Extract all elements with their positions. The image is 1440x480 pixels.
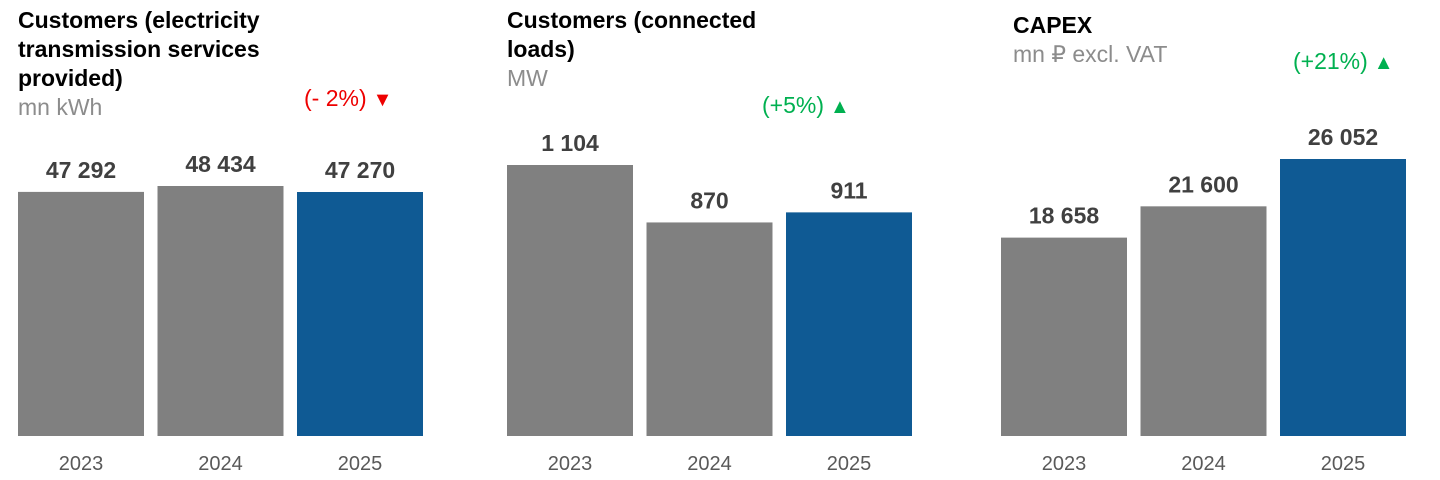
bar-2023 <box>507 165 633 436</box>
change-text: (- 2%) <box>304 85 367 111</box>
change-indicator: (+21%) ▲ <box>1293 47 1394 77</box>
bar-2024 <box>1140 206 1267 436</box>
chart-panel-capex: CAPEX mn ₽ excl. VAT (+21%) ▲ 18 658 2023 2… <box>1001 0 1411 480</box>
x-tick-label: 2023 <box>548 453 593 475</box>
change-indicator: (- 2%) ▼ <box>304 84 392 114</box>
data-label: 911 <box>830 177 867 203</box>
bar-plot: 47 292 2023 48 434 2024 47 270 2025 <box>18 151 423 475</box>
change-indicator: (+5%) ▲ <box>762 91 850 121</box>
bar-2024 <box>157 186 284 436</box>
bar-2025 <box>1280 159 1406 436</box>
bar-2024 <box>646 222 773 436</box>
data-label: 47 292 <box>46 157 116 183</box>
bar-2025 <box>786 212 912 436</box>
data-label: 21 600 <box>1168 171 1238 197</box>
data-label: 870 <box>690 187 728 213</box>
bar-plot: 18 658 2023 21 600 2024 26 052 2025 <box>1001 124 1406 475</box>
triangle-up-icon: ▲ <box>1373 52 1394 74</box>
chart-title: Customers (electricity transmission serv… <box>18 6 318 122</box>
x-tick-label: 2025 <box>1321 453 1366 475</box>
x-tick-label: 2024 <box>1181 453 1226 475</box>
data-label: 47 270 <box>325 157 395 183</box>
x-tick-label: 2024 <box>198 453 243 475</box>
data-label: 26 052 <box>1308 124 1378 150</box>
x-tick-label: 2025 <box>338 453 383 475</box>
chart-unit: mn ₽ excl. VAT <box>1013 41 1168 67</box>
chart-unit: MW <box>507 65 548 91</box>
chart-title: CAPEX mn ₽ excl. VAT <box>1013 11 1313 69</box>
chart-panel-electricity-transmission: Customers (electricity transmission serv… <box>18 0 428 480</box>
bar-2023 <box>1001 237 1127 436</box>
chart-unit: mn kWh <box>18 94 103 120</box>
bar-plot: 1 104 2023 870 2024 911 2025 <box>507 130 912 475</box>
data-label: 48 434 <box>185 151 256 177</box>
triangle-down-icon: ▼ <box>372 89 393 111</box>
x-tick-label: 2025 <box>827 453 872 475</box>
data-label: 1 104 <box>541 130 599 156</box>
bar-2023 <box>18 191 144 436</box>
change-text: (+21%) <box>1293 48 1368 74</box>
chart-title: Customers (connected loads) MW <box>507 6 807 93</box>
chart-panel-connected-loads: Customers (connected loads) MW (+5%) ▲ 1 … <box>507 0 917 480</box>
bar-2025 <box>297 192 423 436</box>
change-text: (+5%) <box>762 92 824 118</box>
x-tick-label: 2023 <box>1042 453 1087 475</box>
triangle-up-icon: ▲ <box>830 96 850 118</box>
x-tick-label: 2023 <box>59 453 104 475</box>
x-tick-label: 2024 <box>687 453 732 475</box>
data-label: 18 658 <box>1029 203 1100 229</box>
